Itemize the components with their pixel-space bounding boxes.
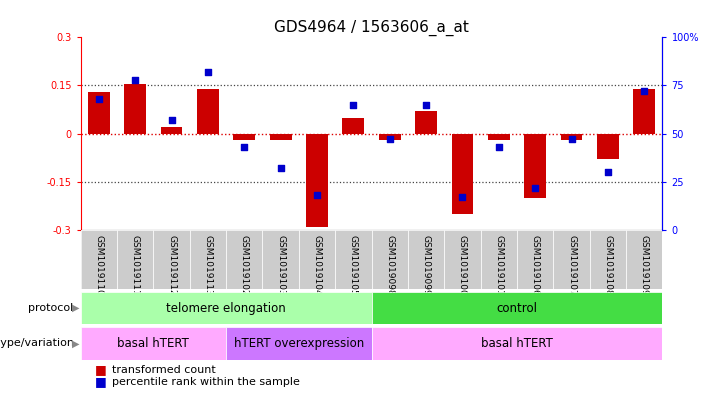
Text: protocol: protocol bbox=[28, 303, 77, 313]
Bar bbox=[299, 230, 335, 289]
Bar bbox=[590, 230, 626, 289]
Text: ▶: ▶ bbox=[72, 338, 79, 349]
Bar bbox=[161, 127, 182, 134]
Point bbox=[384, 136, 395, 143]
Bar bbox=[481, 230, 517, 289]
Bar bbox=[517, 230, 553, 289]
Text: GSM1019107: GSM1019107 bbox=[567, 235, 576, 296]
Text: GSM1019112: GSM1019112 bbox=[167, 235, 176, 295]
Bar bbox=[154, 230, 190, 289]
Bar bbox=[597, 134, 619, 159]
Text: control: control bbox=[496, 301, 538, 315]
Bar bbox=[561, 134, 583, 140]
Text: GSM1019102: GSM1019102 bbox=[240, 235, 249, 295]
Text: GSM1019100: GSM1019100 bbox=[458, 235, 467, 296]
Text: GSM1019098: GSM1019098 bbox=[386, 235, 394, 296]
Point bbox=[602, 169, 613, 175]
Text: telomere elongation: telomere elongation bbox=[166, 301, 286, 315]
Bar bbox=[342, 118, 365, 134]
Bar bbox=[634, 89, 655, 134]
Bar bbox=[233, 134, 255, 140]
Text: hTERT overexpression: hTERT overexpression bbox=[233, 337, 364, 350]
Point bbox=[348, 101, 359, 108]
Text: GSM1019105: GSM1019105 bbox=[349, 235, 358, 296]
Text: percentile rank within the sample: percentile rank within the sample bbox=[112, 376, 300, 387]
Bar bbox=[524, 134, 546, 198]
Text: transformed count: transformed count bbox=[112, 365, 216, 375]
Bar bbox=[81, 230, 662, 289]
Bar bbox=[270, 134, 292, 140]
Text: basal hTERT: basal hTERT bbox=[481, 337, 553, 350]
Point bbox=[529, 184, 540, 191]
Text: GSM1019101: GSM1019101 bbox=[494, 235, 503, 296]
Title: GDS4964 / 1563606_a_at: GDS4964 / 1563606_a_at bbox=[274, 20, 469, 36]
Bar bbox=[372, 292, 662, 324]
Point bbox=[238, 144, 250, 150]
Bar bbox=[488, 134, 510, 140]
Text: GSM1019108: GSM1019108 bbox=[604, 235, 613, 296]
Bar bbox=[226, 230, 262, 289]
Text: GSM1019099: GSM1019099 bbox=[421, 235, 430, 296]
Text: GSM1019103: GSM1019103 bbox=[276, 235, 285, 296]
Bar bbox=[372, 327, 662, 360]
Text: GSM1019104: GSM1019104 bbox=[313, 235, 322, 295]
Point bbox=[203, 69, 214, 75]
Bar bbox=[335, 230, 372, 289]
Text: genotype/variation: genotype/variation bbox=[0, 338, 77, 349]
Bar bbox=[451, 134, 473, 214]
Bar bbox=[190, 230, 226, 289]
Text: ▶: ▶ bbox=[72, 303, 79, 313]
Text: GSM1019110: GSM1019110 bbox=[95, 235, 103, 296]
Point bbox=[275, 165, 286, 171]
Point bbox=[457, 194, 468, 200]
Bar bbox=[117, 230, 154, 289]
Text: GSM1019111: GSM1019111 bbox=[130, 235, 139, 296]
Text: ■: ■ bbox=[95, 364, 110, 376]
Point bbox=[93, 96, 104, 102]
Bar bbox=[81, 230, 117, 289]
Point bbox=[566, 136, 577, 143]
Point bbox=[494, 144, 505, 150]
Bar bbox=[306, 134, 328, 227]
Bar bbox=[262, 230, 299, 289]
Bar bbox=[124, 84, 146, 134]
Point bbox=[311, 192, 322, 198]
Point bbox=[639, 88, 650, 94]
Text: GSM1019109: GSM1019109 bbox=[640, 235, 648, 296]
Bar bbox=[415, 111, 437, 134]
Bar bbox=[626, 230, 662, 289]
Point bbox=[166, 117, 177, 123]
Text: basal hTERT: basal hTERT bbox=[117, 337, 189, 350]
Point bbox=[421, 101, 432, 108]
Bar bbox=[226, 327, 372, 360]
Text: GSM1019113: GSM1019113 bbox=[203, 235, 212, 296]
Bar bbox=[408, 230, 444, 289]
Bar bbox=[379, 134, 401, 140]
Point bbox=[130, 77, 141, 83]
Bar bbox=[444, 230, 481, 289]
Text: ■: ■ bbox=[95, 375, 110, 388]
Bar bbox=[88, 92, 109, 134]
Bar bbox=[81, 327, 226, 360]
Bar bbox=[197, 89, 219, 134]
Bar bbox=[372, 230, 408, 289]
Bar bbox=[553, 230, 590, 289]
Bar bbox=[81, 292, 372, 324]
Text: GSM1019106: GSM1019106 bbox=[531, 235, 540, 296]
